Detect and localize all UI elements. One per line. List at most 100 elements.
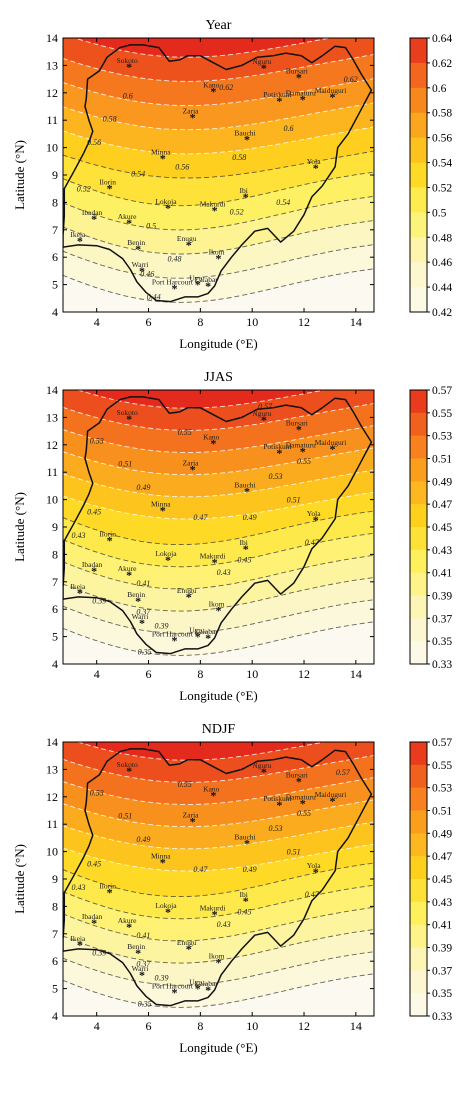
x-tick-label: 10 bbox=[246, 315, 258, 329]
city-marker: * bbox=[261, 413, 267, 427]
y-tick-label: 11 bbox=[46, 817, 58, 831]
contour-label: 0.47 bbox=[305, 538, 320, 547]
colorbar-tick-label: 0.43 bbox=[432, 897, 452, 909]
city-label: Ibi bbox=[240, 890, 248, 899]
city-label: Port Harcourt bbox=[152, 278, 194, 287]
x-tick-label: 4 bbox=[94, 1019, 100, 1033]
city-label: Kano bbox=[203, 80, 219, 89]
y-tick-label: 7 bbox=[52, 223, 58, 237]
city-marker: * bbox=[171, 986, 177, 1000]
contour-label: 0.51 bbox=[287, 495, 301, 504]
y-tick-label: 9 bbox=[52, 168, 58, 182]
city-marker: * bbox=[160, 152, 166, 166]
colorbar-tick-label: 0.33 bbox=[432, 1011, 452, 1023]
contour-line bbox=[63, 843, 374, 872]
contour-label: 0.6 bbox=[283, 124, 293, 133]
colorbar-segment bbox=[410, 237, 427, 263]
contour-label: 0.41 bbox=[136, 931, 150, 940]
colorbar-segment bbox=[410, 810, 427, 834]
colorbar-tick-label: 0.53 bbox=[432, 783, 452, 795]
band-12 bbox=[77, 390, 325, 409]
colorbar-tick-label: 0.58 bbox=[432, 108, 452, 120]
city-marker: * bbox=[195, 982, 201, 996]
colorbar-segment bbox=[410, 212, 427, 238]
contour-line bbox=[63, 220, 374, 255]
city-label: Warri bbox=[132, 964, 149, 973]
city-marker: * bbox=[139, 968, 145, 982]
contour-label: 0.49 bbox=[243, 513, 257, 522]
contour-label: 0.44 bbox=[147, 293, 161, 302]
city-label: Sokoto bbox=[116, 408, 138, 417]
city-marker: * bbox=[313, 865, 319, 879]
colorbar-segment bbox=[410, 412, 427, 437]
x-tick-label: 8 bbox=[197, 667, 203, 681]
city-marker: * bbox=[91, 212, 97, 226]
y-tick-label: 8 bbox=[52, 899, 58, 913]
colorbar-segment bbox=[410, 137, 427, 164]
city-marker: * bbox=[300, 445, 306, 459]
x-tick-label: 14 bbox=[350, 315, 362, 329]
colorbar-tick-label: 0.56 bbox=[432, 133, 452, 145]
contour-line bbox=[63, 951, 374, 986]
city-label: Yola bbox=[307, 157, 321, 166]
colorbar-tick-label: 0.35 bbox=[432, 988, 452, 1000]
colorbar-tick-label: 0.53 bbox=[432, 431, 452, 443]
y-tick-label: 7 bbox=[52, 927, 58, 941]
colorbar-segment bbox=[410, 641, 427, 665]
colorbar-tick-label: 0.47 bbox=[432, 499, 452, 511]
y-tick-label: 11 bbox=[46, 113, 58, 127]
colorbar-tick-label: 0.39 bbox=[432, 943, 452, 955]
city-label: Potiskum bbox=[263, 794, 292, 803]
colorbar-tick-label: 0.54 bbox=[432, 158, 452, 170]
colorbar-tick-label: 0.44 bbox=[432, 282, 452, 294]
colorbar-segment bbox=[410, 595, 427, 619]
panel-title: Year bbox=[206, 18, 232, 33]
colorbar-tick-label: 0.64 bbox=[432, 33, 452, 45]
contour-label: 0.37 bbox=[136, 960, 151, 969]
x-tick-label: 14 bbox=[350, 667, 362, 681]
colorbar-tick-label: 0.6 bbox=[432, 83, 447, 95]
city-marker: * bbox=[296, 71, 302, 85]
contour-line bbox=[76, 742, 328, 761]
y-tick-label: 12 bbox=[46, 438, 58, 452]
contour-label: 0.53 bbox=[90, 436, 104, 445]
colorbar-tick-label: 0.37 bbox=[432, 613, 452, 625]
colorbar-tick-label: 0.45 bbox=[432, 522, 452, 534]
x-axis-label: Longitude (°E) bbox=[179, 336, 257, 351]
city-label: Uyo bbox=[189, 978, 202, 987]
city-label: Kano bbox=[203, 784, 219, 793]
city-marker: * bbox=[244, 836, 250, 850]
city-marker: * bbox=[77, 234, 83, 248]
contour-label: 0.45 bbox=[237, 556, 251, 565]
city-label: Ilorin bbox=[99, 530, 116, 539]
city-marker: * bbox=[300, 797, 306, 811]
colorbar-segment bbox=[410, 549, 427, 574]
contour-line bbox=[63, 621, 374, 656]
city-marker: * bbox=[210, 436, 216, 450]
city-marker: * bbox=[91, 564, 97, 578]
contour-line bbox=[63, 510, 374, 546]
y-tick-label: 5 bbox=[52, 278, 58, 292]
city-marker: * bbox=[135, 946, 141, 960]
y-tick-label: 13 bbox=[46, 58, 58, 72]
contour-line bbox=[63, 821, 374, 850]
contour-line bbox=[63, 799, 374, 828]
contour-label: 0.48 bbox=[167, 254, 181, 263]
panel-title: JJAS bbox=[204, 370, 233, 385]
y-tick-label: 7 bbox=[52, 575, 58, 589]
city-marker: * bbox=[186, 942, 192, 956]
map-panel-jjas: JJAS 0.57 0.55 0.55 0.53 0.53 0.51 0.51 0.49 0.49… bbox=[12, 370, 452, 703]
colorbar-tick-label: 0.47 bbox=[432, 851, 452, 863]
y-axis-label: Latitude (°N) bbox=[12, 140, 27, 210]
contour-label: 0.45 bbox=[87, 508, 101, 517]
colorbar-tick-label: 0.41 bbox=[432, 568, 452, 580]
city-label: Ikom bbox=[209, 248, 225, 257]
city-label: Port Harcourt bbox=[152, 982, 194, 991]
city-marker: * bbox=[135, 594, 141, 608]
colorbar-segment bbox=[410, 112, 427, 139]
x-tick-label: 6 bbox=[146, 667, 152, 681]
y-tick-label: 5 bbox=[52, 982, 58, 996]
city-label: Minna bbox=[151, 500, 171, 509]
city-marker: * bbox=[195, 278, 201, 292]
city-label: Bauchi bbox=[234, 480, 255, 489]
